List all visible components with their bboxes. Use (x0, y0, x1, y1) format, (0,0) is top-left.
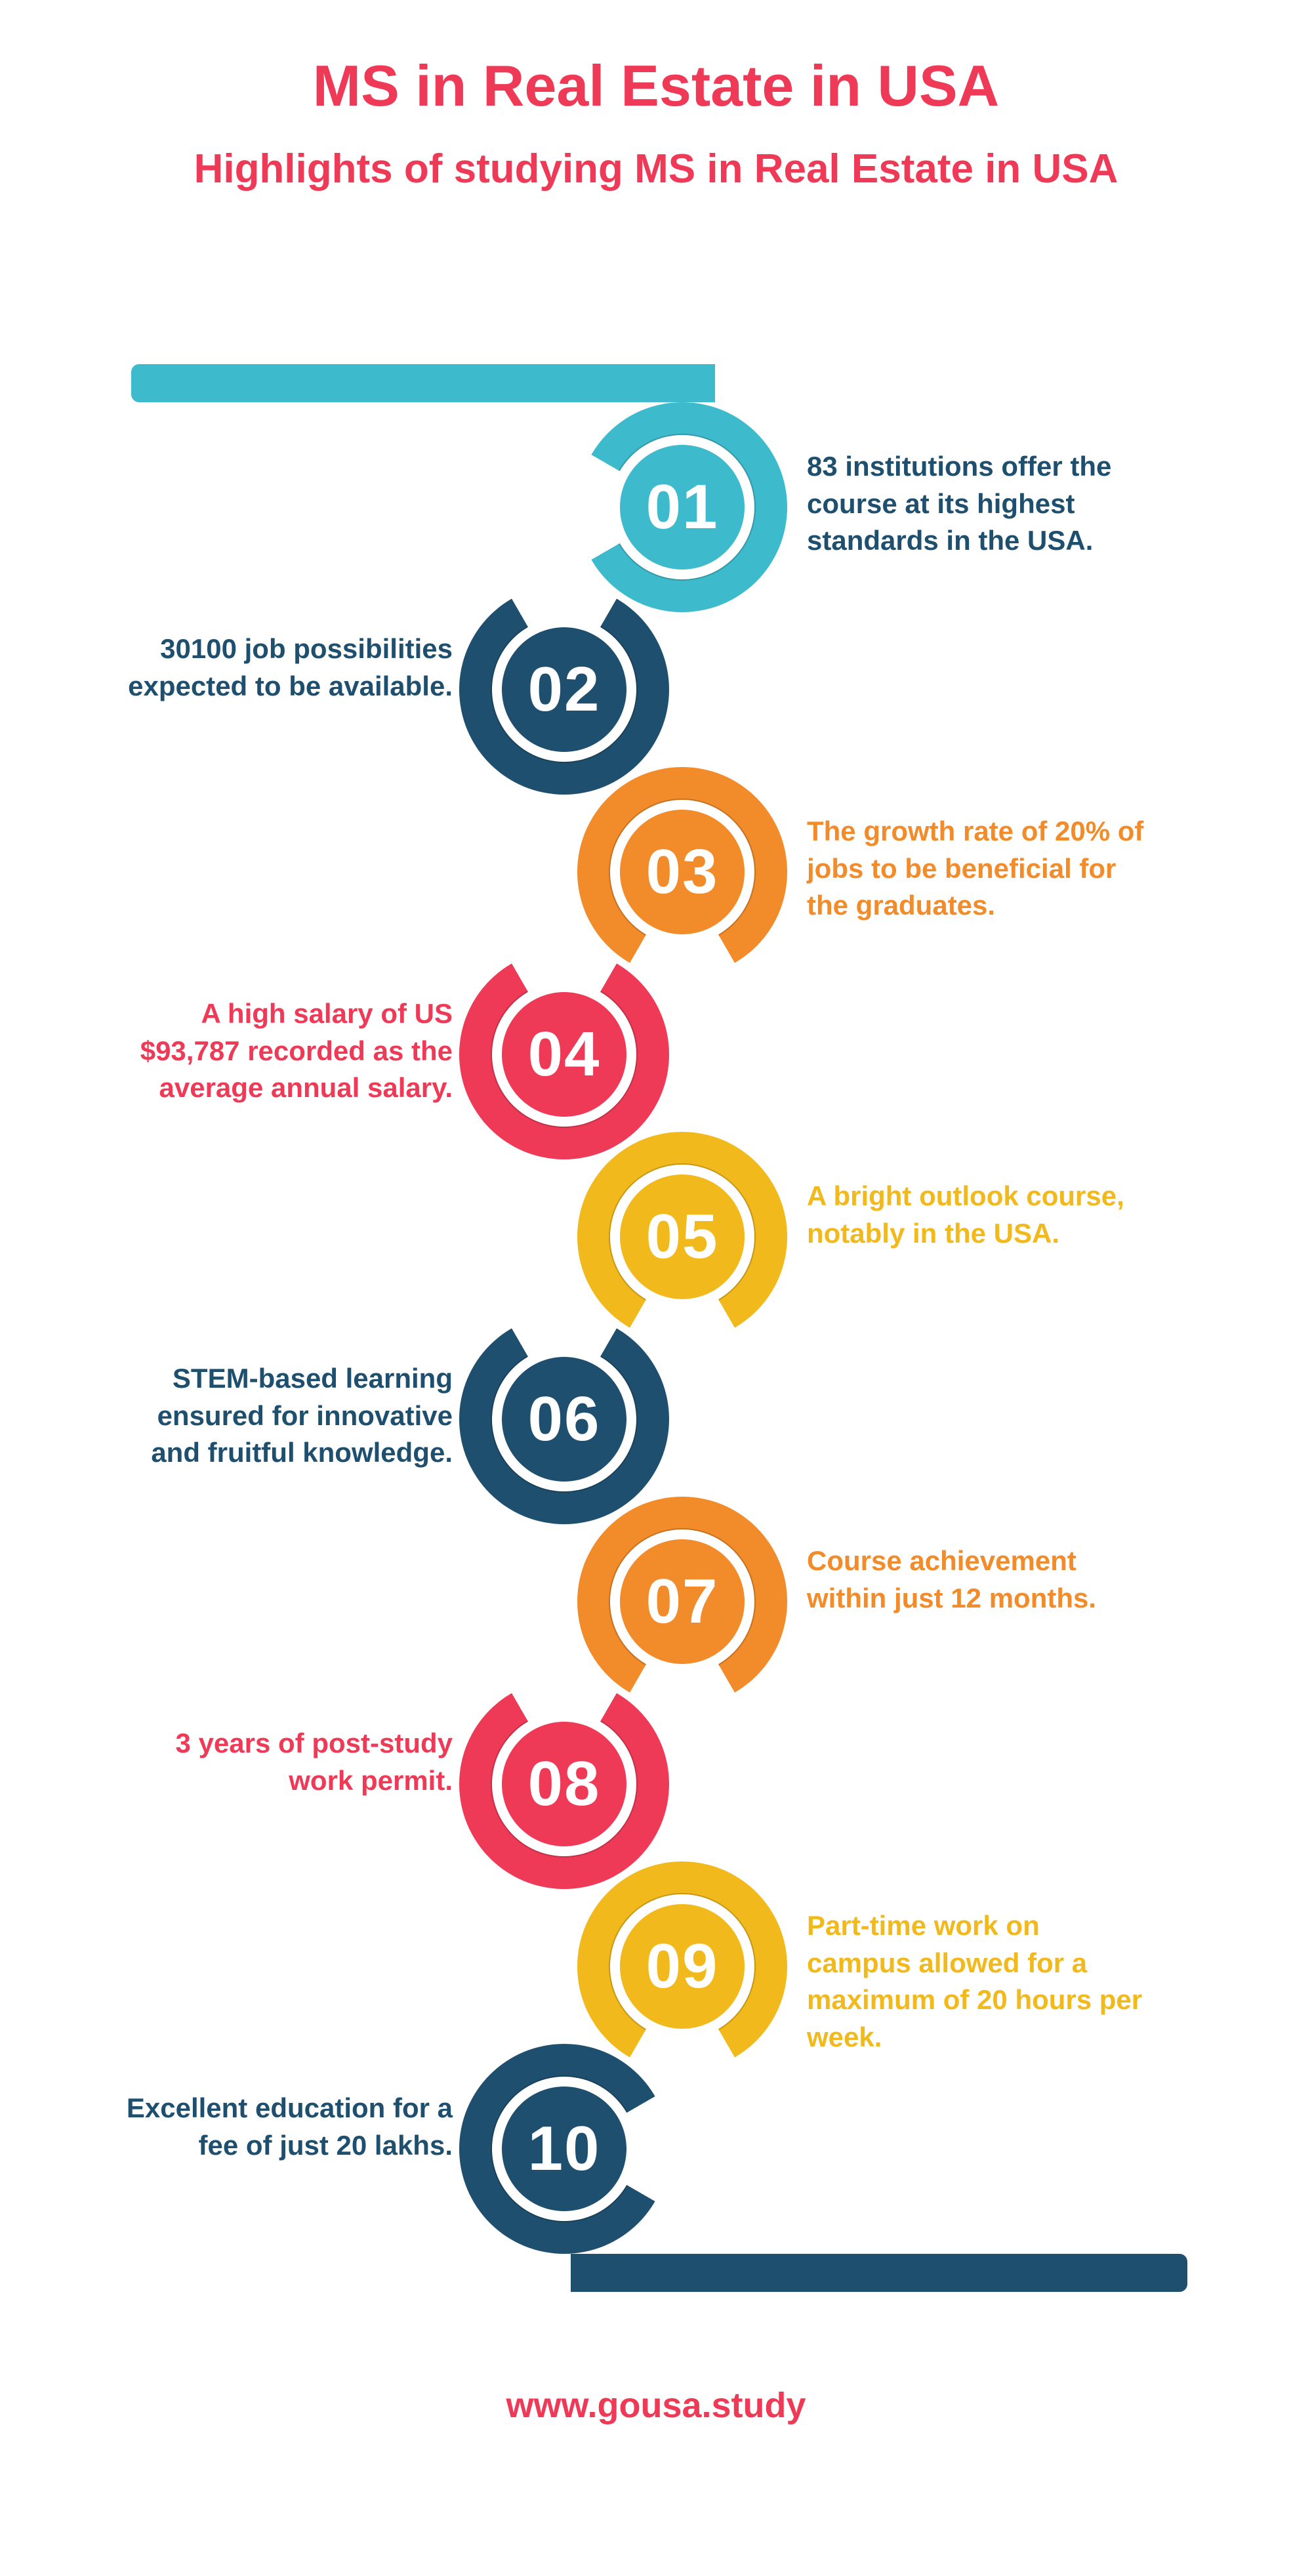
ring-hub: 02 (502, 627, 626, 752)
highlight-text: Excellent education for a fee of just 20… (112, 2090, 453, 2164)
highlight-text: A high salary of US $93,787 recorded as … (112, 995, 453, 1107)
highlight-ring: 03 (577, 767, 787, 977)
highlight-ring: 06 (459, 1314, 669, 1524)
ring-number: 03 (646, 836, 719, 908)
highlight-text: Part-time work on campus allowed for a m… (807, 1907, 1148, 2056)
ring-hub: 01 (620, 445, 745, 570)
ring-number: 02 (528, 654, 601, 726)
highlight-chain: 01 83 institutions offer the course at it… (0, 402, 1312, 2306)
chain-bottom-connector (571, 2254, 1187, 2292)
highlight-ring: 09 (577, 1861, 787, 2071)
ring-number: 10 (528, 2113, 601, 2185)
highlight-text: 30100 job possibilities expected to be a… (112, 631, 453, 705)
highlight-ring: 01 (577, 402, 787, 612)
page-subtitle: Highlights of studying MS in Real Estate… (0, 146, 1312, 192)
ring-hub: 10 (502, 2087, 626, 2211)
ring-number: 09 (646, 1930, 719, 2003)
ring-hub: 08 (502, 1722, 626, 1846)
highlight-text: Course achievement within just 12 months… (807, 1543, 1148, 1617)
infographic-page: MS in Real Estate in USA Highlights of s… (0, 0, 1312, 2557)
page-title: MS in Real Estate in USA (0, 0, 1312, 119)
ring-hub: 05 (620, 1174, 745, 1299)
highlight-ring: 10 (459, 2044, 669, 2254)
ring-number: 08 (528, 1748, 601, 1820)
ring-number: 04 (528, 1018, 601, 1091)
highlight-text: 3 years of post-study work permit. (112, 1725, 453, 1799)
ring-hub: 04 (502, 992, 626, 1117)
highlight-ring: 07 (577, 1497, 787, 1707)
ring-hub: 03 (620, 810, 745, 934)
ring-number: 07 (646, 1566, 719, 1638)
ring-hub: 07 (620, 1539, 745, 1664)
footer-url: www.gousa.study (0, 2385, 1312, 2426)
ring-number: 05 (646, 1201, 719, 1273)
highlight-ring: 05 (577, 1132, 787, 1342)
highlight-ring: 02 (459, 585, 669, 795)
highlight-text: A bright outlook course, notably in the … (807, 1178, 1148, 1252)
ring-hub: 09 (620, 1904, 745, 2029)
ring-number: 01 (646, 471, 719, 543)
ring-hub: 06 (502, 1357, 626, 1482)
highlight-ring: 04 (459, 949, 669, 1159)
highlight-ring: 08 (459, 1679, 669, 1889)
highlight-text: The growth rate of 20% of jobs to be ben… (807, 813, 1148, 924)
chain-top-connector (131, 364, 715, 402)
ring-number: 06 (528, 1383, 601, 1455)
highlight-text: 83 institutions offer the course at its … (807, 448, 1148, 560)
highlight-text: STEM-based learning ensured for innovati… (112, 1360, 453, 1472)
